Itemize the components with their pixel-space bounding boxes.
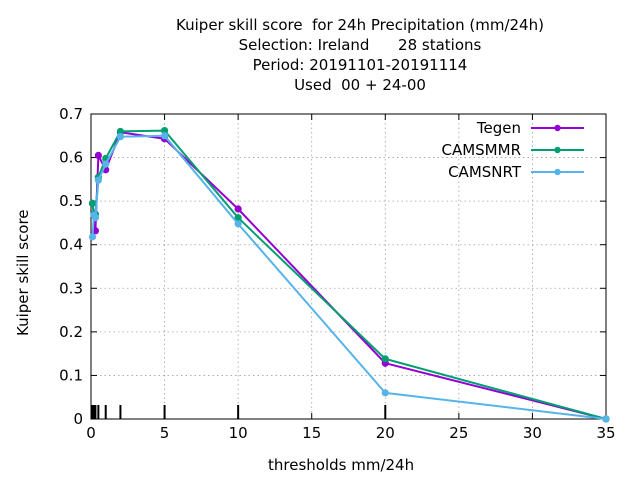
y-tick-label: 0.7 [59,105,83,123]
y-tick-label: 0.5 [59,192,83,210]
legend-label-camsnrt: CAMSNRT [448,163,522,181]
y-axis-label: Kuiper skill score [14,209,32,336]
data-point-camsnrt [602,415,610,423]
data-point-camsnrt [88,233,97,241]
legend-marker-camsnrt [554,168,561,176]
data-point-camsnrt [91,214,100,222]
x-tick-label: 15 [302,424,321,442]
series-line-camsnrt [91,134,607,420]
series-line-tegen [91,131,607,420]
y-tick-label: 0.2 [59,323,83,341]
data-point-camsnrt [381,389,389,397]
chart-title-line-1: Kuiper skill score for 24h Precipitation… [176,16,544,34]
data-point-tegen [234,205,242,213]
x-tick-label: 10 [229,424,248,442]
data-point-camsnrt [94,176,102,184]
x-axis-label: thresholds mm/24h [268,456,415,474]
legend-label-camsmmr: CAMSMMR [441,141,521,159]
y-tick-label: 0.6 [59,149,83,167]
y-tick-label: 0.1 [59,366,83,384]
x-tick-label: 25 [449,424,468,442]
x-tick-label: 35 [596,424,615,442]
data-point-camsnrt [160,132,169,140]
data-point-camsnrt [102,160,110,168]
legend-marker-tegen [554,124,561,132]
plot-frame [90,113,607,420]
y-tick-label: 0 [73,410,83,428]
x-tick-label: 20 [376,424,395,442]
data-point-camsnrt [234,220,242,228]
data-point-camsmmr [381,355,389,363]
data-point-camsmmr [88,199,97,207]
x-tick-label: 5 [160,424,170,442]
chart-title-line-2: Selection: Ireland 28 stations [238,36,482,54]
y-tick-label: 0.3 [59,279,83,297]
data-point-camsnrt [116,133,125,141]
chart-title-line-4: Used 00 + 24-00 [294,76,426,94]
data-point-tegen [94,151,102,159]
legend-label-tegen: Tegen [476,119,521,137]
x-tick-label: 30 [523,424,542,442]
y-tick-label: 0.4 [59,236,83,254]
x-tick-label: 0 [86,424,96,442]
legend-marker-camsmmr [554,146,561,154]
chart-title-line-3: Period: 20191101-20191114 [252,56,468,74]
